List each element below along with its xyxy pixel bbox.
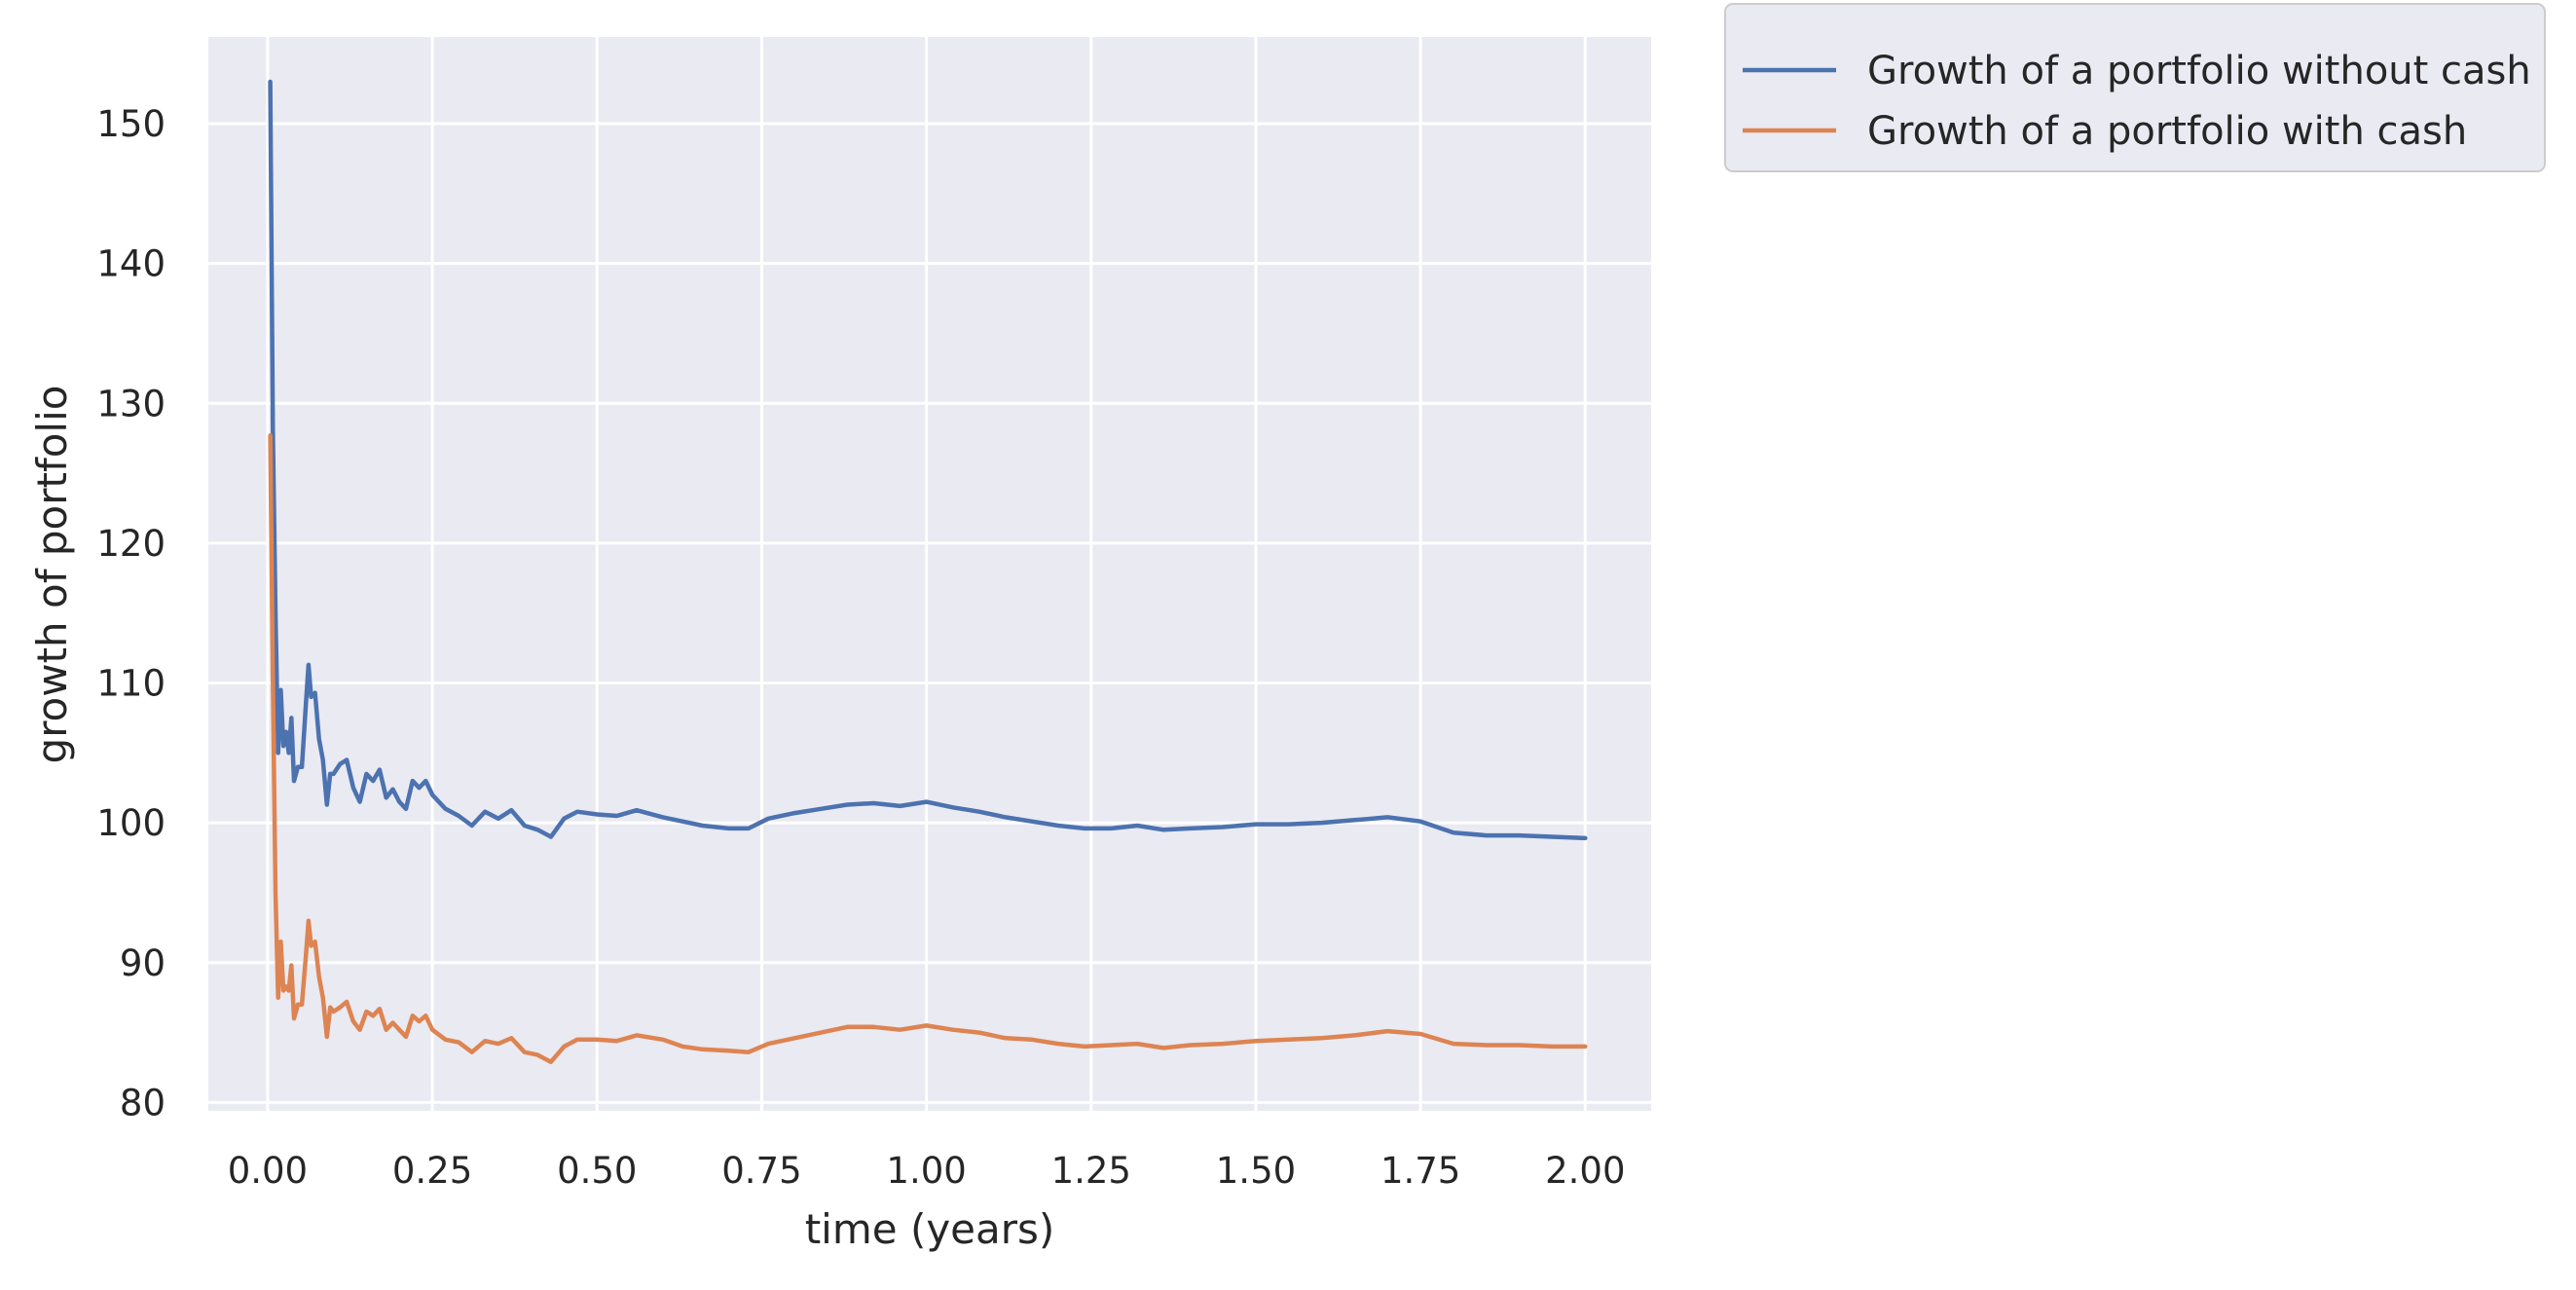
series-line-without-cash [268,79,1588,841]
series-lines [268,79,1588,1064]
y-tick-label: 90 [120,942,166,984]
x-tick-label: 2.00 [1545,1150,1625,1192]
x-axis-ticks: 0.00 0.25 0.50 0.75 1.00 1.25 1.50 1.75 2.00 [228,1150,1626,1192]
y-tick-label: 100 [96,802,166,844]
y-tick-label: 110 [96,663,166,705]
y-tick-label: 130 [96,383,166,424]
x-tick-label: 1.50 [1216,1150,1296,1192]
y-axis-ticks: 80 90 100 110 120 130 140 150 [96,103,166,1124]
series-line-with-cash [268,433,1588,1064]
grid [208,37,1651,1111]
y-tick-label: 140 [96,243,166,285]
x-tick-label: 0.00 [228,1150,308,1192]
y-axis-label: growth of portfolio [28,386,76,764]
plot-area [208,37,1651,1111]
legend-box [1724,3,2546,172]
x-axis-label: time (years) [805,1205,1055,1253]
y-tick-label: 80 [120,1082,166,1124]
x-tick-label: 1.00 [886,1150,966,1192]
x-tick-label: 0.25 [392,1150,472,1192]
legend: Growth of a portfolio without cash Growt… [1724,3,2546,172]
legend-label-without-cash: Growth of a portfolio without cash [1867,49,2531,93]
x-tick-label: 0.75 [721,1150,801,1192]
y-tick-label: 120 [96,523,166,565]
x-tick-label: 1.25 [1051,1150,1131,1192]
x-tick-label: 0.50 [557,1150,637,1192]
legend-label-with-cash: Growth of a portfolio with cash [1867,109,2467,154]
y-tick-label: 150 [96,103,166,145]
x-tick-label: 1.75 [1380,1150,1460,1192]
